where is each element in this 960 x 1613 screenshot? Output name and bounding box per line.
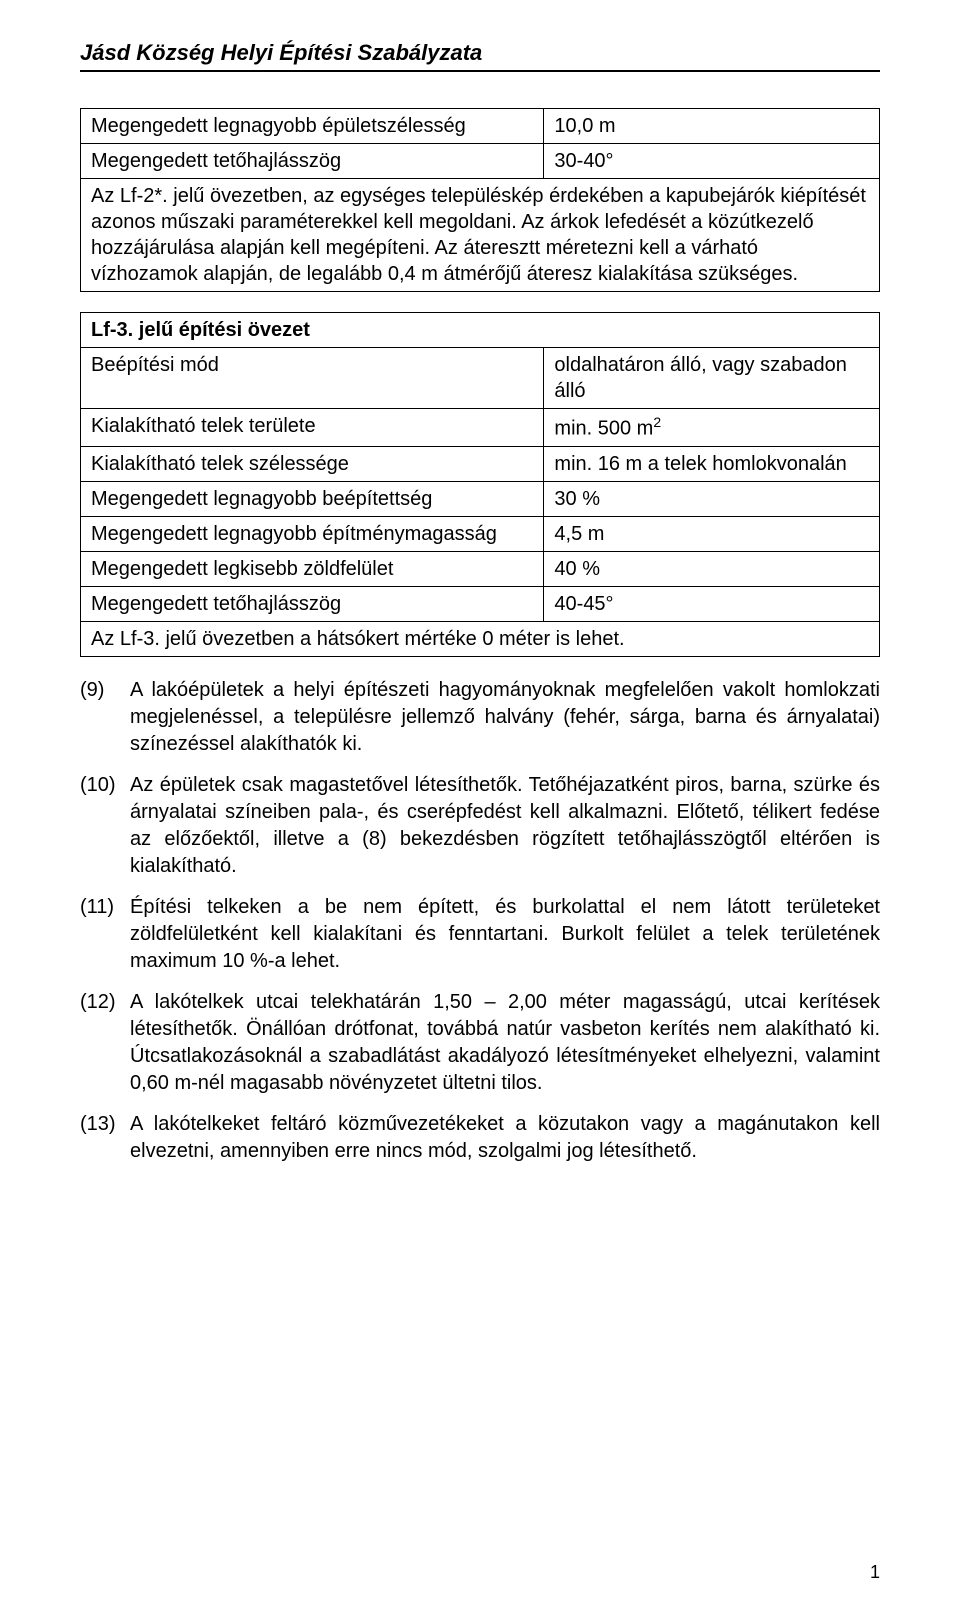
parameter-table-1: Megengedett legnagyobb épületszélesség 1… (80, 108, 880, 292)
paragraph-number: (11) (80, 894, 120, 975)
table-row: Kialakítható telek szélessége min. 16 m … (81, 446, 880, 481)
param-value: oldalhatáron álló, vagy szabadon álló (544, 348, 880, 409)
page-number: 1 (870, 1562, 880, 1583)
param-value: min. 500 m2 (544, 409, 880, 447)
param-value: min. 16 m a telek homlokvonalán (544, 446, 880, 481)
paragraph-text: A lakótelkek utcai telekhatárán 1,50 – 2… (130, 989, 880, 1097)
param-value: 10,0 m (544, 109, 880, 144)
table-row: Megengedett tetőhajlásszög 40-45° (81, 586, 880, 621)
zone-note: Az Lf-3. jelű övezetben a hátsókert mért… (81, 621, 880, 656)
param-value: 30 % (544, 481, 880, 516)
param-label: Megengedett tetőhajlásszög (81, 586, 544, 621)
paragraph-item: (12) A lakótelkek utcai telekhatárán 1,5… (80, 989, 880, 1097)
paragraph-item: (11) Építési telkeken a be nem épített, … (80, 894, 880, 975)
numbered-paragraphs: (9) A lakóépületek a helyi építészeti ha… (80, 677, 880, 1165)
table-row: Megengedett legnagyobb építménymagasság … (81, 516, 880, 551)
paragraph-number: (9) (80, 677, 120, 758)
page: Jásd Község Helyi Építési Szabályzata Me… (0, 0, 960, 1613)
table-row: Megengedett tetőhajlásszög 30-40° (81, 144, 880, 179)
paragraph-number: (12) (80, 989, 120, 1097)
paragraph-number: (10) (80, 772, 120, 880)
table-row: Az Lf-3. jelű övezetben a hátsókert mért… (81, 621, 880, 656)
table-row: Lf-3. jelű építési övezet (81, 313, 880, 348)
param-label: Megengedett legnagyobb építménymagasság (81, 516, 544, 551)
zone-title: Lf-3. jelű építési övezet (81, 313, 880, 348)
param-label: Megengedett legnagyobb beépítettség (81, 481, 544, 516)
paragraph-text: Építési telkeken a be nem épített, és bu… (130, 894, 880, 975)
param-label: Kialakítható telek szélessége (81, 446, 544, 481)
param-value: 40 % (544, 551, 880, 586)
paragraph-text: A lakótelkeket feltáró közművezetékeket … (130, 1111, 880, 1165)
table-row: Az Lf-2*. jelű övezetben, az egységes te… (81, 179, 880, 292)
param-value: 4,5 m (544, 516, 880, 551)
table-row: Megengedett legkisebb zöldfelület 40 % (81, 551, 880, 586)
table-row: Beépítési mód oldalhatáron álló, vagy sz… (81, 348, 880, 409)
param-value: 30-40° (544, 144, 880, 179)
param-value: 40-45° (544, 586, 880, 621)
param-label: Beépítési mód (81, 348, 544, 409)
paragraph-number: (13) (80, 1111, 120, 1165)
paragraph-item: (10) Az épületek csak magastetővel létes… (80, 772, 880, 880)
table-row: Megengedett legnagyobb épületszélesség 1… (81, 109, 880, 144)
paragraph-text: Az épületek csak magastetővel létesíthet… (130, 772, 880, 880)
paragraph-item: (13) A lakótelkeket feltáró közművezeték… (80, 1111, 880, 1165)
param-label: Megengedett legnagyobb épületszélesség (81, 109, 544, 144)
document-header: Jásd Község Helyi Építési Szabályzata (80, 40, 880, 72)
param-label: Kialakítható telek területe (81, 409, 544, 447)
parameter-table-2: Lf-3. jelű építési övezet Beépítési mód … (80, 312, 880, 657)
table-row: Megengedett legnagyobb beépítettség 30 % (81, 481, 880, 516)
paragraph-text: A lakóépületek a helyi építészeti hagyom… (130, 677, 880, 758)
zone-note: Az Lf-2*. jelű övezetben, az egységes te… (81, 179, 880, 292)
param-label: Megengedett legkisebb zöldfelület (81, 551, 544, 586)
paragraph-item: (9) A lakóépületek a helyi építészeti ha… (80, 677, 880, 758)
param-label: Megengedett tetőhajlásszög (81, 144, 544, 179)
table-row: Kialakítható telek területe min. 500 m2 (81, 409, 880, 447)
